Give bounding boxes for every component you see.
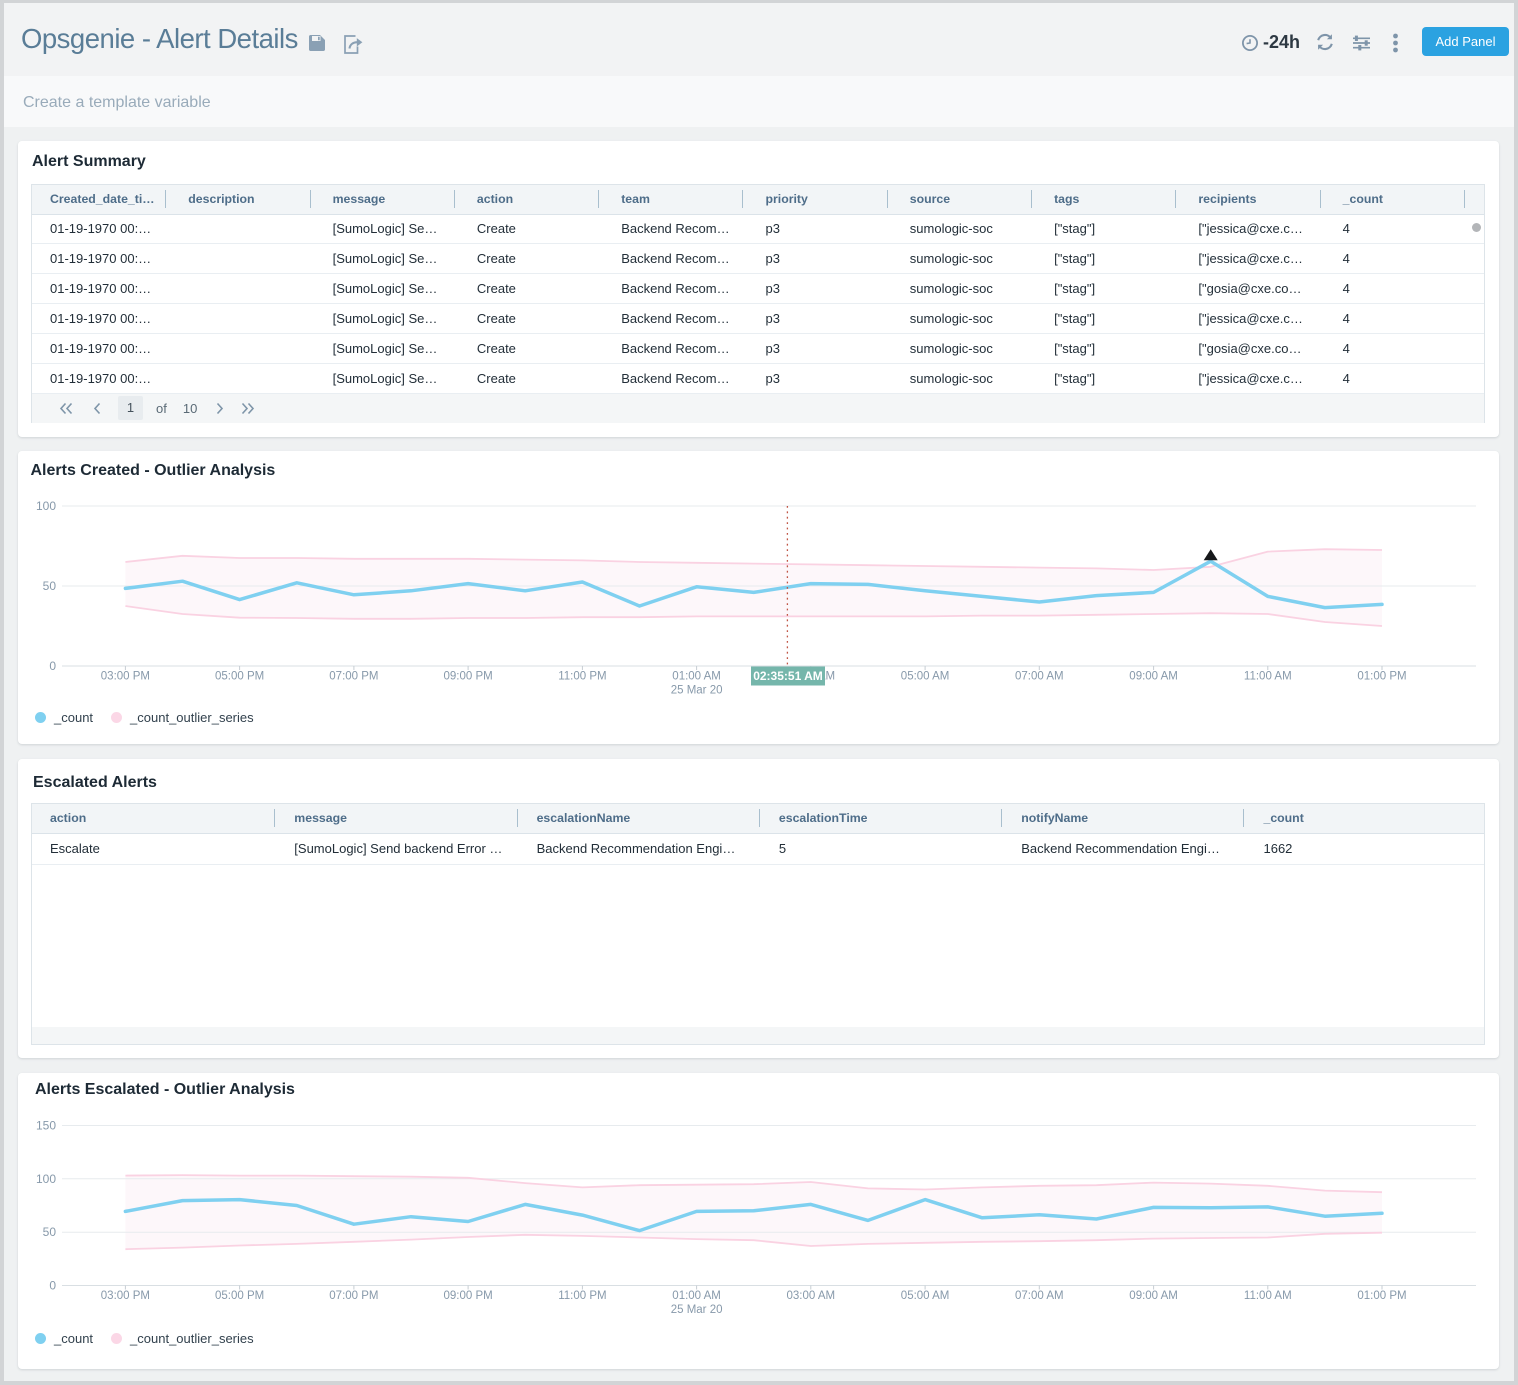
svg-text:25 Mar 20: 25 Mar 20 (671, 685, 723, 697)
svg-text:11:00 AM: 11:00 AM (1244, 1290, 1292, 1302)
svg-text:03:00 PM: 03:00 PM (101, 671, 150, 683)
svg-text:05:00 PM: 05:00 PM (215, 1290, 264, 1302)
svg-text:07:00 PM: 07:00 PM (329, 1290, 378, 1302)
svg-text:11:00 PM: 11:00 PM (558, 1290, 606, 1302)
svg-text:25 Mar 20: 25 Mar 20 (671, 1304, 723, 1316)
svg-text:50: 50 (43, 1225, 57, 1239)
svg-text:09:00 PM: 09:00 PM (443, 671, 492, 683)
svg-text:150: 150 (36, 1119, 56, 1133)
svg-text:100: 100 (36, 1172, 56, 1186)
svg-text:01:00 AM: 01:00 AM (672, 671, 721, 683)
svg-text:01:00 AM: 01:00 AM (672, 1290, 721, 1302)
svg-text:01:00 PM: 01:00 PM (1357, 1290, 1406, 1302)
svg-text:05:00 AM: 05:00 AM (901, 1290, 950, 1302)
svg-text:03:00 PM: 03:00 PM (101, 1290, 150, 1302)
svg-text:0: 0 (49, 1279, 56, 1293)
svg-text:05:00 PM: 05:00 PM (215, 671, 264, 683)
svg-text:01:00 PM: 01:00 PM (1357, 671, 1406, 683)
svg-text:05:00 AM: 05:00 AM (901, 671, 950, 683)
svg-text:07:00 AM: 07:00 AM (1015, 1290, 1064, 1302)
svg-text:0: 0 (49, 659, 56, 673)
svg-text:09:00 PM: 09:00 PM (443, 1290, 492, 1302)
svg-text:09:00 AM: 09:00 AM (1129, 671, 1178, 683)
svg-text:02:35:51 AM: 02:35:51 AM (753, 669, 823, 683)
svg-text:100: 100 (36, 499, 56, 513)
svg-text:11:00 PM: 11:00 PM (558, 671, 606, 683)
svg-text:50: 50 (43, 579, 57, 593)
svg-text:03:00 AM: 03:00 AM (787, 1290, 836, 1302)
svg-text:11:00 AM: 11:00 AM (1244, 671, 1292, 683)
svg-text:09:00 AM: 09:00 AM (1129, 1290, 1178, 1302)
svg-text:07:00 PM: 07:00 PM (329, 671, 378, 683)
svg-text:07:00 AM: 07:00 AM (1015, 671, 1064, 683)
